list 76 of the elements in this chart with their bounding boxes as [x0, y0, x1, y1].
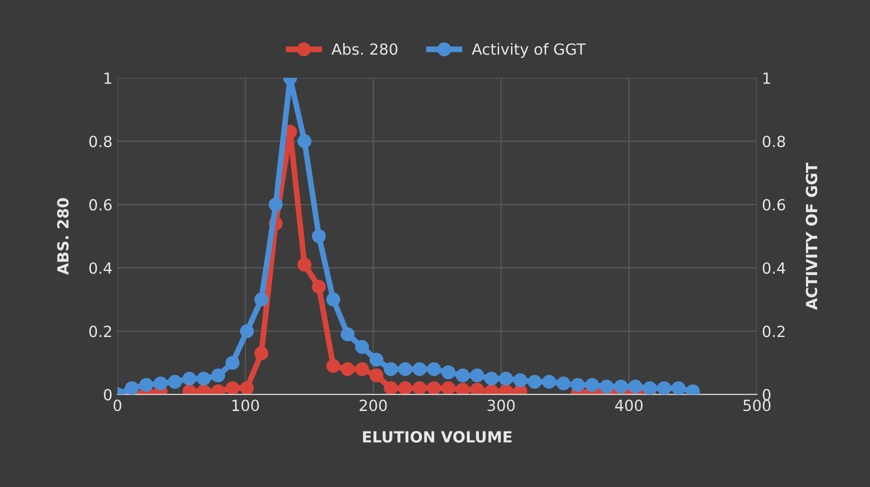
y-tick-label: 0.4 — [89, 262, 112, 274]
x-tick-label: 300 — [488, 400, 515, 412]
point — [672, 381, 686, 394]
point — [398, 381, 412, 394]
point — [326, 292, 340, 306]
point — [513, 373, 528, 388]
point — [254, 292, 268, 306]
y-tick-label: 0 — [104, 388, 112, 400]
point — [240, 381, 254, 394]
y-axis-title: ABS. 280 — [57, 198, 69, 275]
point — [398, 362, 412, 376]
x-tick-label: 500 — [744, 400, 770, 412]
point — [570, 378, 585, 392]
legend-label: Activity of GGT — [472, 43, 586, 58]
point — [268, 198, 283, 212]
point — [657, 381, 672, 394]
point — [585, 378, 600, 392]
point — [340, 327, 355, 342]
point — [456, 368, 470, 382]
point — [226, 381, 240, 394]
point — [312, 280, 326, 294]
y2-tick-label: 0.2 — [762, 326, 785, 338]
point — [298, 134, 312, 148]
point — [340, 362, 355, 376]
point — [240, 324, 254, 338]
point — [484, 372, 498, 386]
point — [211, 368, 226, 382]
point — [226, 356, 240, 370]
x-tick-label: 400 — [615, 400, 643, 412]
point — [441, 365, 456, 380]
point — [628, 380, 642, 394]
point — [412, 362, 427, 376]
point — [298, 258, 312, 272]
point — [498, 372, 513, 386]
point — [412, 381, 427, 394]
y2-tick-label: 0.6 — [762, 199, 786, 211]
x-axis-title: ELUTION VOLUME — [363, 431, 512, 443]
y2-tick-label: 0.4 — [762, 262, 786, 274]
point — [168, 374, 182, 389]
x-tick-label: 0 — [114, 400, 122, 412]
x-tick-label: 200 — [360, 400, 387, 412]
point — [456, 382, 470, 394]
point — [427, 381, 441, 394]
y2-tick-label: 0 — [762, 388, 770, 400]
point — [384, 381, 398, 394]
y-tick-label: 0.2 — [89, 326, 112, 338]
y-tick-label: 0.8 — [89, 136, 112, 148]
point — [470, 368, 484, 382]
point — [326, 359, 340, 373]
point — [369, 368, 384, 382]
point — [355, 362, 369, 376]
point — [556, 376, 570, 390]
point — [614, 380, 628, 394]
point — [369, 352, 384, 367]
point — [312, 229, 326, 244]
legend-label: Abs. 280 — [332, 43, 398, 55]
y-tick-label: 0.6 — [89, 199, 112, 211]
point — [182, 372, 196, 386]
point — [441, 381, 456, 394]
point — [384, 362, 398, 376]
point — [196, 372, 211, 386]
point — [124, 381, 139, 394]
point — [470, 382, 484, 394]
y2-tick-label: 0.8 — [762, 136, 786, 148]
point — [139, 378, 154, 392]
point — [542, 374, 556, 389]
point — [355, 340, 369, 354]
point — [254, 346, 268, 360]
point — [154, 376, 168, 390]
y-tick-label: 1 — [104, 72, 112, 84]
y2-axis-title: ACTIVITY OF GGT — [806, 162, 818, 310]
x-tick-label: 100 — [232, 400, 259, 412]
y2-tick-label: 1 — [763, 72, 770, 84]
point — [528, 374, 542, 389]
point — [600, 380, 614, 394]
point — [427, 362, 441, 376]
